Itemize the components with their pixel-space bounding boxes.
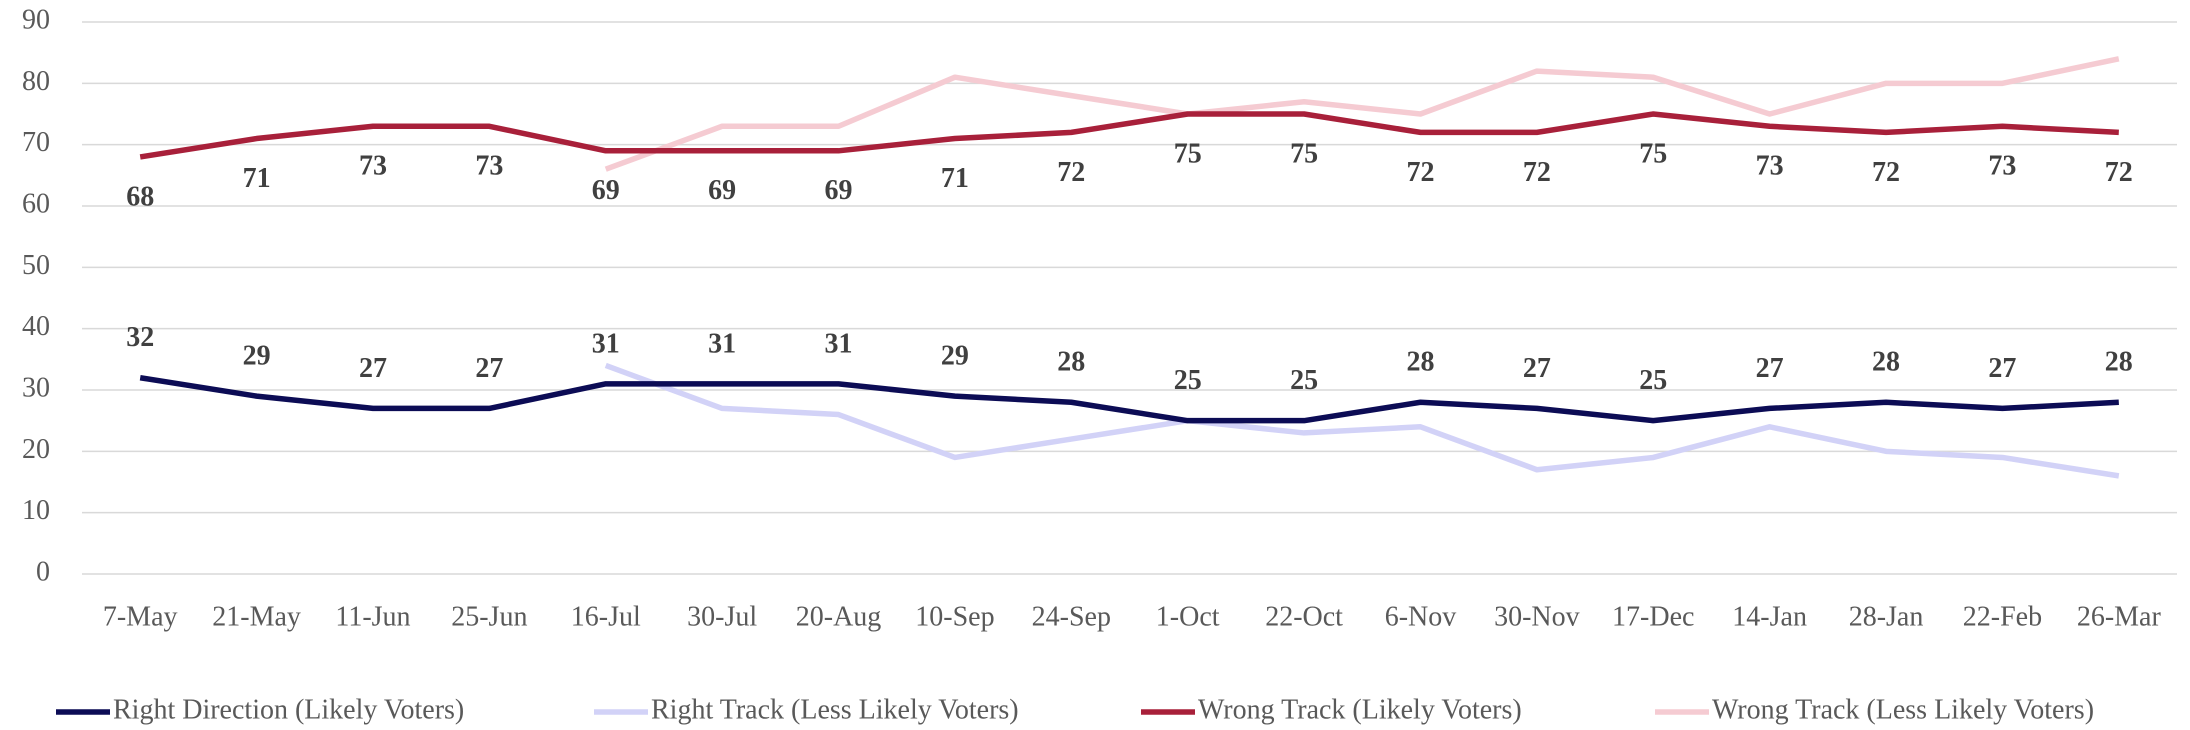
data-label: 32 (126, 322, 154, 353)
legend-label: Right Track (Less Likely Voters) (651, 694, 1019, 725)
series-line (139, 375, 2119, 424)
data-label: 28 (2105, 347, 2133, 378)
data-label: 71 (941, 163, 969, 194)
y-tick-label: 10 (22, 495, 50, 526)
data-label: 27 (359, 353, 387, 384)
x-tick-label: 11-Jun (335, 601, 410, 632)
data-label: 25 (1174, 365, 1202, 396)
data-label: 75 (1174, 138, 1202, 169)
data-label: 75 (1290, 138, 1318, 169)
x-tick-label: 25-Jun (451, 601, 527, 632)
x-tick-label: 30-Nov (1494, 601, 1580, 632)
x-tick-label: 30-Jul (687, 601, 757, 632)
legend-label: Wrong Track (Likely Voters) (1198, 694, 1522, 725)
y-tick-label: 70 (22, 127, 50, 158)
data-label: 72 (2105, 157, 2133, 188)
data-label: 72 (1057, 157, 1085, 188)
x-tick-label: 16-Jul (571, 601, 641, 632)
data-label: 29 (941, 341, 969, 372)
data-label: 72 (1523, 157, 1551, 188)
x-tick-label: 10-Sep (915, 601, 994, 632)
x-tick-label: 17-Dec (1612, 601, 1694, 632)
y-tick-label: 60 (22, 188, 50, 219)
data-label: 72 (1872, 157, 1900, 188)
x-tick-label: 28-Jan (1849, 601, 1924, 632)
y-tick-label: 20 (22, 434, 50, 465)
data-label: 27 (1523, 353, 1551, 384)
data-label: 31 (592, 328, 620, 359)
data-label: 27 (1756, 353, 1784, 384)
data-label: 75 (1639, 138, 1667, 169)
data-label: 73 (1988, 151, 2016, 182)
data-label: 69 (592, 175, 620, 206)
y-tick-label: 0 (36, 556, 50, 587)
y-tick-label: 40 (22, 311, 50, 342)
data-label: 29 (243, 341, 271, 372)
data-label: 27 (1988, 353, 2016, 384)
data-label: 27 (475, 353, 503, 384)
x-tick-label: 20-Aug (796, 601, 882, 632)
data-label: 28 (1872, 347, 1900, 378)
data-label: 69 (825, 175, 853, 206)
y-tick-label: 80 (22, 66, 50, 97)
data-label: 68 (126, 181, 154, 212)
data-label: 28 (1406, 347, 1434, 378)
series-line (604, 56, 2120, 172)
data-label: 71 (243, 163, 271, 194)
x-tick-label: 22-Feb (1963, 601, 2042, 632)
y-tick-label: 90 (22, 4, 50, 35)
data-label: 69 (708, 175, 736, 206)
data-label: 31 (825, 328, 853, 359)
x-tick-label: 24-Sep (1032, 601, 1111, 632)
data-label: 25 (1290, 365, 1318, 396)
series-line (604, 362, 2120, 479)
y-tick-label: 30 (22, 372, 50, 403)
data-label: 28 (1057, 347, 1085, 378)
legend-label: Wrong Track (Less Likely Voters) (1712, 694, 2094, 725)
data-label: 31 (708, 328, 736, 359)
x-tick-label: 14-Jan (1732, 601, 1807, 632)
data-label: 25 (1639, 365, 1667, 396)
data-label: 73 (1756, 151, 1784, 182)
x-tick-label: 21-May (212, 601, 301, 632)
x-tick-label: 1-Oct (1156, 601, 1220, 632)
y-tick-label: 50 (22, 250, 50, 281)
data-label: 73 (359, 151, 387, 182)
legend-label: Right Direction (Likely Voters) (113, 694, 464, 725)
data-label: 72 (1406, 157, 1434, 188)
x-tick-label: 22-Oct (1265, 601, 1343, 632)
data-label: 73 (475, 151, 503, 182)
x-tick-label: 7-May (103, 601, 178, 632)
x-tick-label: 26-Mar (2077, 601, 2162, 632)
x-tick-label: 6-Nov (1385, 601, 1457, 632)
series-line (139, 111, 2119, 160)
